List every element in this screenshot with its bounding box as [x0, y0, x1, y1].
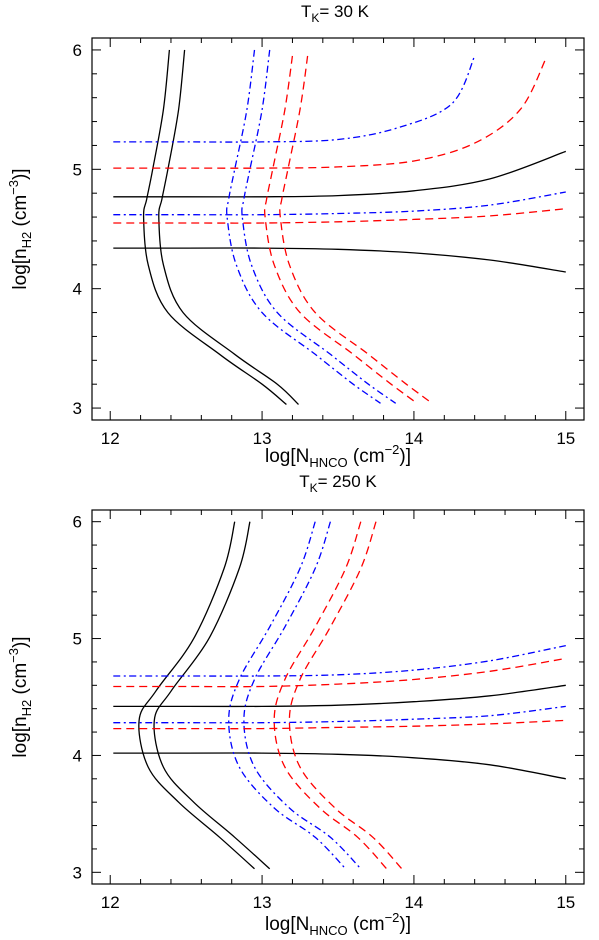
tick-marks [92, 38, 584, 420]
contour-solid [153, 521, 271, 870]
y-axis-label: log[nH2 (cm−3)] [6, 636, 34, 757]
contour-dashdot [113, 705, 566, 724]
contour-dashed [113, 208, 566, 224]
contour-dashed [113, 58, 547, 169]
contour-solid [113, 247, 566, 273]
x-tick-label: 14 [404, 429, 423, 448]
contour-dashdot [241, 49, 397, 404]
contour-solid [113, 752, 566, 780]
x-tick-label: 15 [556, 429, 575, 448]
contour-dashdot [228, 521, 347, 870]
y-tick-label: 3 [73, 863, 82, 882]
plot-frame [91, 509, 585, 885]
contour-solid [142, 49, 287, 406]
x-tick-labels: 12 13 14 15 [101, 429, 575, 448]
contour-dashdot [113, 644, 566, 677]
y-tick-labels: 3 4 5 6 [73, 513, 82, 883]
y-axis-label: log[nH2 (cm−3)] [6, 168, 34, 289]
x-axis-label: log[NHNCO (cm−2)] [265, 442, 411, 470]
contour-dashed [288, 521, 403, 870]
contour-solid [158, 49, 299, 405]
panel-tk-30: TK= 30 K 12 13 14 15 3 4 5 6 log[NHNCO (… [6, 2, 585, 470]
x-tick-label: 15 [556, 893, 575, 912]
panel-title: TK= 250 K [299, 472, 377, 495]
y-tick-label: 6 [73, 41, 82, 60]
contour-dashed [273, 521, 388, 870]
y-tick-label: 6 [73, 513, 82, 532]
contour-solid [113, 150, 567, 198]
contour-dashed [113, 719, 566, 730]
x-tick-label: 13 [253, 429, 272, 448]
y-tick-label: 4 [73, 280, 82, 299]
contour-dashed [263, 55, 418, 404]
contour-dashdot [113, 191, 566, 216]
x-tick-label: 14 [404, 893, 423, 912]
x-tick-label: 12 [101, 893, 120, 912]
contour-dashdot [226, 49, 381, 404]
contour-solid [113, 684, 566, 708]
panel-tk-250: TK= 250 K 12 13 14 15 3 4 5 6 log[NHNCO … [6, 472, 585, 938]
x-tick-label: 13 [253, 893, 272, 912]
series-group [113, 521, 566, 870]
plot-frame [91, 37, 585, 421]
panel-title: TK= 30 K [301, 2, 370, 25]
series-group [113, 49, 567, 406]
y-tick-label: 5 [73, 630, 82, 649]
x-tick-labels: 12 13 14 15 [101, 893, 575, 912]
y-tick-label: 3 [73, 399, 82, 418]
x-axis-label: log[NHNCO (cm−2)] [265, 910, 411, 938]
y-tick-label: 4 [73, 746, 82, 765]
contour-dashed [279, 55, 433, 404]
y-tick-labels: 3 4 5 6 [73, 41, 82, 418]
x-tick-label: 12 [101, 429, 120, 448]
tick-marks [92, 510, 584, 884]
contour-solid [138, 521, 255, 870]
contour-dashdot [243, 521, 362, 870]
contour-dashed [113, 657, 566, 688]
y-tick-label: 5 [73, 160, 82, 179]
